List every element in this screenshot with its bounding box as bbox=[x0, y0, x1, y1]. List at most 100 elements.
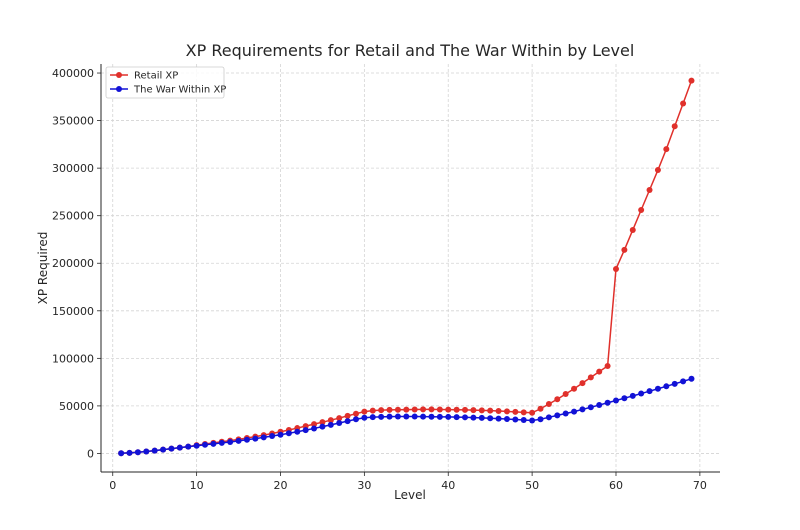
data-point bbox=[512, 408, 519, 415]
data-point bbox=[394, 406, 401, 413]
data-point bbox=[478, 407, 485, 414]
data-point bbox=[403, 413, 410, 420]
y-tick-label: 350000 bbox=[52, 115, 94, 128]
data-point bbox=[487, 407, 494, 414]
data-point bbox=[369, 407, 376, 414]
data-point bbox=[235, 437, 242, 444]
data-point bbox=[227, 438, 234, 445]
y-tick-label: 200000 bbox=[52, 257, 94, 270]
data-point bbox=[503, 408, 510, 415]
data-point bbox=[571, 385, 578, 392]
data-point bbox=[294, 428, 301, 435]
data-point bbox=[453, 406, 460, 413]
y-tick-label: 300000 bbox=[52, 162, 94, 175]
data-point bbox=[537, 405, 544, 412]
data-point bbox=[352, 410, 359, 417]
data-point bbox=[361, 414, 368, 421]
data-point bbox=[143, 448, 150, 455]
x-axis-label: Level bbox=[394, 488, 426, 502]
data-point bbox=[688, 77, 695, 84]
data-point bbox=[319, 419, 326, 426]
data-point bbox=[671, 123, 678, 130]
y-tick-label: 400000 bbox=[52, 67, 94, 80]
data-point bbox=[587, 404, 594, 411]
data-point bbox=[378, 407, 385, 414]
data-point bbox=[420, 413, 427, 420]
series-line bbox=[121, 80, 693, 454]
data-point bbox=[579, 380, 586, 387]
data-point bbox=[621, 395, 628, 402]
data-point bbox=[126, 449, 133, 456]
data-point bbox=[428, 413, 435, 420]
data-point bbox=[646, 187, 653, 194]
data-point bbox=[604, 399, 611, 406]
data-point bbox=[571, 408, 578, 415]
data-point bbox=[638, 390, 645, 397]
data-point bbox=[545, 414, 552, 421]
data-point bbox=[202, 441, 209, 448]
data-point bbox=[361, 408, 368, 415]
axes bbox=[100, 64, 720, 473]
data-point bbox=[487, 415, 494, 422]
y-axis-label: XP Required bbox=[36, 232, 50, 305]
data-point bbox=[176, 444, 183, 451]
data-point bbox=[134, 449, 141, 456]
data-point bbox=[394, 413, 401, 420]
data-point bbox=[529, 417, 536, 424]
data-point bbox=[378, 413, 385, 420]
data-point bbox=[210, 440, 217, 447]
data-point bbox=[151, 447, 158, 454]
data-point bbox=[193, 442, 200, 449]
data-point bbox=[604, 362, 611, 369]
data-point bbox=[654, 167, 661, 174]
data-point bbox=[336, 415, 343, 422]
data-point bbox=[160, 446, 167, 453]
legend-label: The War Within XP bbox=[133, 85, 226, 96]
data-point bbox=[562, 410, 569, 417]
data-point bbox=[579, 406, 586, 413]
series-group bbox=[118, 77, 695, 457]
y-tick-label: 150000 bbox=[52, 305, 94, 318]
data-point bbox=[218, 439, 225, 446]
data-point bbox=[352, 416, 359, 423]
data-point bbox=[612, 265, 619, 272]
data-point bbox=[445, 406, 452, 413]
data-point bbox=[462, 414, 469, 421]
x-tick-label: 10 bbox=[190, 479, 204, 492]
data-point bbox=[646, 388, 653, 395]
data-point bbox=[520, 409, 527, 416]
ticks: 0 10 20 30 40 50 60 70 0 50000 100000 150000 200000 2… bbox=[52, 67, 707, 492]
data-point bbox=[436, 406, 443, 413]
y-tick-label: 100000 bbox=[52, 352, 94, 365]
x-tick-label: 50 bbox=[525, 479, 539, 492]
chart-title: XP Requirements for Retail and The War W… bbox=[186, 41, 635, 60]
data-point bbox=[671, 380, 678, 387]
legend-box bbox=[105, 66, 225, 99]
data-point bbox=[420, 406, 427, 413]
x-tick-label: 40 bbox=[441, 479, 455, 492]
data-point bbox=[436, 413, 443, 420]
data-point bbox=[554, 396, 561, 403]
legend-marker bbox=[116, 86, 122, 92]
data-point bbox=[168, 445, 175, 452]
data-point bbox=[327, 417, 334, 424]
data-point bbox=[470, 414, 477, 421]
legend-label: Retail XP bbox=[134, 71, 178, 82]
data-point bbox=[663, 383, 670, 390]
data-point bbox=[319, 423, 326, 430]
data-point bbox=[478, 414, 485, 421]
data-point bbox=[118, 450, 125, 457]
data-point bbox=[453, 414, 460, 421]
data-point bbox=[344, 418, 351, 425]
x-tick-label: 70 bbox=[693, 479, 707, 492]
data-point bbox=[529, 409, 536, 416]
data-point bbox=[470, 407, 477, 414]
data-point bbox=[327, 421, 334, 428]
data-point bbox=[260, 434, 267, 441]
data-point bbox=[403, 406, 410, 413]
data-point bbox=[612, 397, 619, 404]
data-point bbox=[252, 435, 259, 442]
series-retail-xp bbox=[118, 77, 695, 457]
data-point bbox=[520, 416, 527, 423]
legend-item: Retail XP bbox=[110, 71, 178, 82]
